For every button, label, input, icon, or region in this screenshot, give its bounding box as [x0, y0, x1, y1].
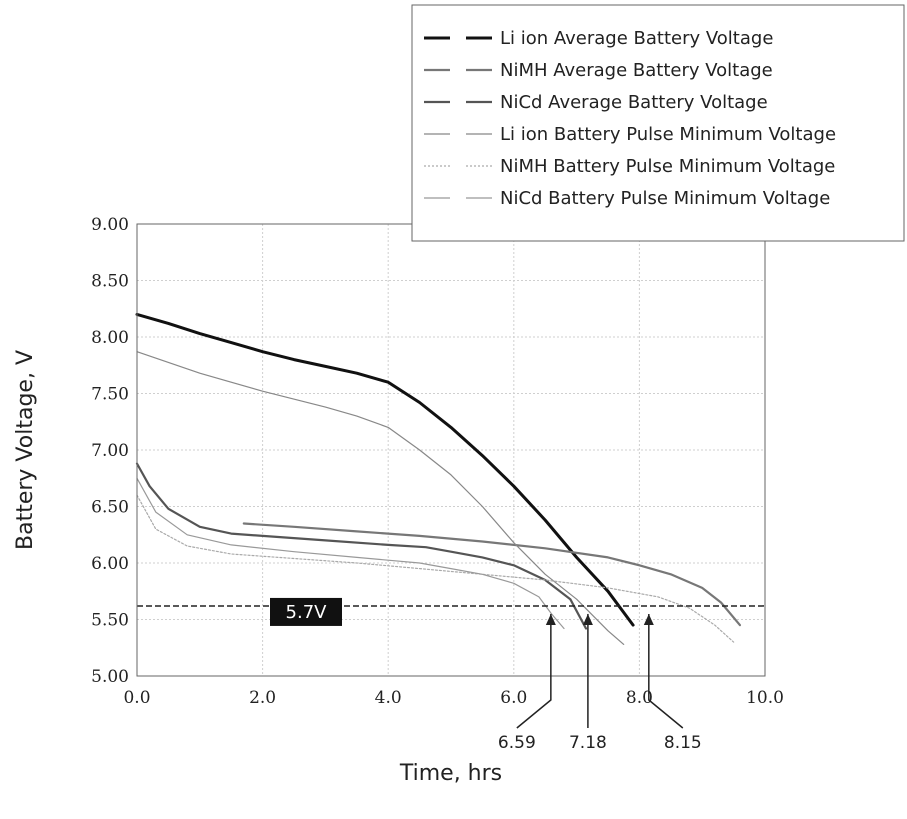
- y-tick-label: 8.00: [91, 328, 129, 348]
- x-tick-label: 2.0: [249, 688, 276, 708]
- annotation-label: 6.59: [498, 733, 536, 753]
- legend: Li ion Average Battery Voltage NiMH Avera…: [411, 4, 905, 242]
- series-line-4: [136, 351, 625, 645]
- x-tick-label: 4.0: [375, 688, 402, 708]
- y-tick-label: 5.50: [91, 611, 129, 631]
- annotation-arrow: [648, 613, 684, 729]
- y-tick-label: 6.50: [91, 498, 129, 518]
- legend-label: NiCd Average Battery Voltage: [500, 92, 768, 113]
- x-ticks: 0.0 2.0 4.0 6.0 8.0 10.0: [123, 688, 783, 708]
- y-tick-label: 7.00: [91, 441, 129, 461]
- threshold: 5.7V: [137, 597, 765, 626]
- series-line-6: [136, 477, 565, 630]
- x-tick-label: 6.0: [500, 688, 527, 708]
- y-ticks: 5.00 5.50 6.00 6.50 7.00 7.50 8.00 8.50 9.00: [91, 215, 129, 687]
- series-line-1: [135, 312, 635, 627]
- threshold-badge: [270, 597, 342, 626]
- legend-label: Li ion Average Battery Voltage: [500, 28, 773, 49]
- annotation-arrowhead: [643, 613, 654, 625]
- annotation-arrowhead: [582, 613, 593, 625]
- legend-label: NiCd Battery Pulse Minimum Voltage: [500, 188, 830, 209]
- series-line-5: [136, 494, 735, 643]
- annotation-arrowhead: [545, 613, 556, 625]
- legend-label: NiMH Battery Pulse Minimum Voltage: [500, 156, 835, 177]
- y-tick-label: 5.00: [91, 667, 129, 687]
- series-line-3: [135, 462, 588, 630]
- y-tick-label: 8.50: [91, 272, 129, 292]
- x-tick-label: 8.0: [626, 688, 653, 708]
- legend-label: NiMH Average Battery Voltage: [500, 60, 773, 81]
- x-tick-label: 0.0: [123, 688, 150, 708]
- annotation-arrow: [516, 613, 552, 729]
- annotations: 6.59 7.18 8.15: [498, 613, 702, 753]
- x-tick-label: 10.0: [746, 688, 784, 708]
- annotation-label: 7.18: [569, 733, 607, 753]
- threshold-label: 5.7V: [286, 602, 328, 623]
- legend-box: [411, 4, 905, 242]
- y-tick-label: 7.50: [91, 385, 129, 405]
- x-axis-title: Time, hrs: [399, 761, 502, 786]
- legend-label: Li ion Battery Pulse Minimum Voltage: [500, 124, 836, 145]
- series-layer: [135, 312, 741, 645]
- y-axis-title: Battery Voltage, V: [13, 350, 38, 550]
- annotation-label: 8.15: [664, 733, 702, 753]
- series-line-2: [242, 522, 741, 627]
- y-tick-label: 9.00: [91, 215, 129, 235]
- y-tick-label: 6.00: [91, 554, 129, 574]
